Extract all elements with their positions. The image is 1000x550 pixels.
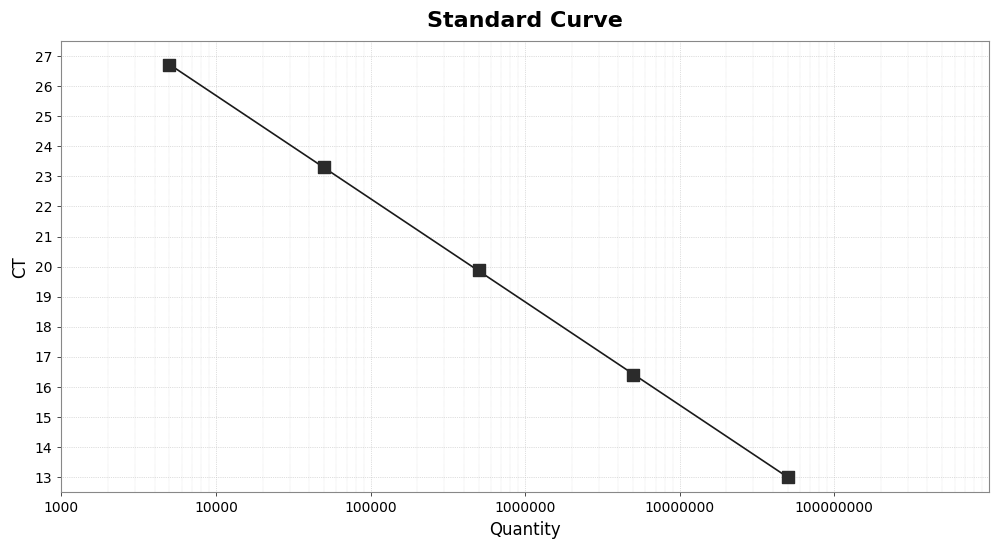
Point (316, 163, 332, 172)
Title: Standard Curve: Standard Curve (427, 11, 623, 31)
Point (471, 265, 487, 274)
Point (161, 60, 177, 69)
Point (780, 473, 796, 482)
Point (625, 371, 641, 380)
X-axis label: Quantity: Quantity (489, 521, 561, 539)
Y-axis label: CT: CT (11, 256, 29, 278)
